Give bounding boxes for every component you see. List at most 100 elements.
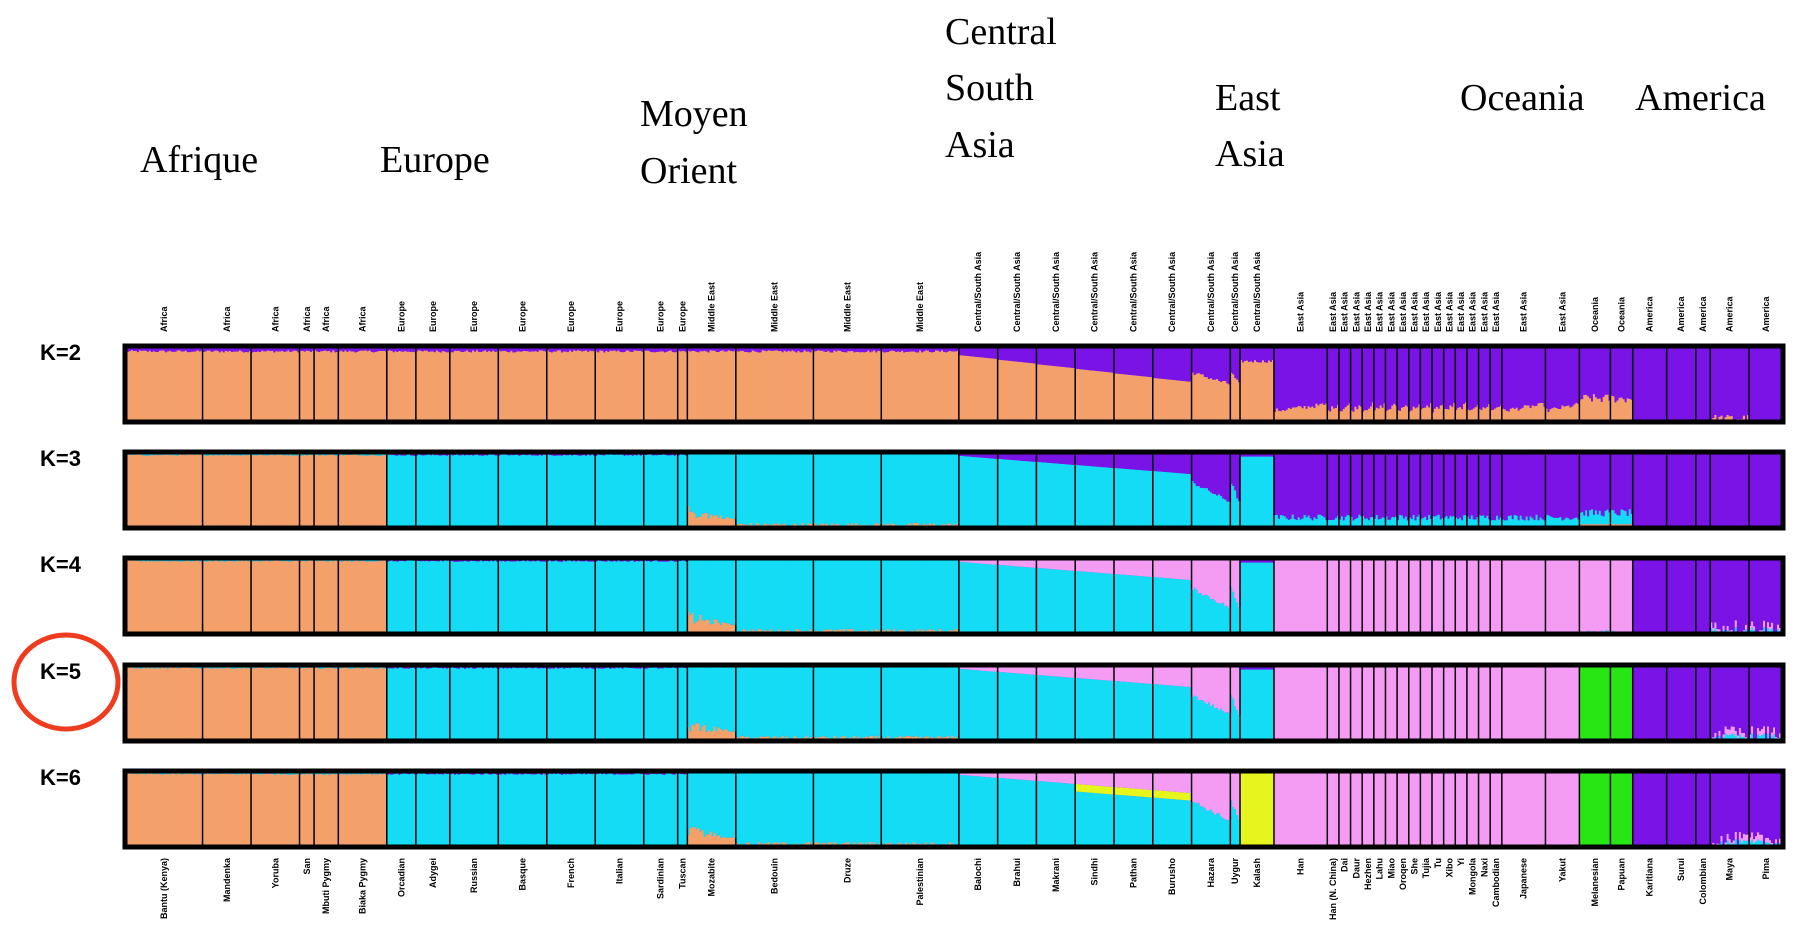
ancestry-bar: [152, 455, 156, 528]
ancestry-bar: [336, 453, 339, 456]
ancestry-bar: [1134, 452, 1137, 470]
ancestry-bar: [1224, 346, 1227, 381]
ancestry-bar: [695, 351, 698, 422]
ancestry-bar: [1071, 346, 1074, 368]
ancestry-bar: [1453, 515, 1456, 528]
ancestry-bar: [1154, 471, 1158, 528]
ancestry-bar: [1244, 456, 1247, 528]
ancestry-bar: [1067, 367, 1070, 422]
ancestry-bar: [238, 350, 242, 422]
ancestry-bar: [813, 346, 816, 352]
ancestry-bar: [1474, 519, 1478, 528]
ancestry-bar: [771, 350, 775, 422]
ancestry-bar: [406, 351, 409, 422]
ancestry-bar: [1358, 405, 1361, 422]
ancestry-bar: [314, 454, 317, 528]
ancestry-bar: [1220, 381, 1223, 422]
ancestry-bar: [1344, 346, 1348, 408]
ancestry-bar: [907, 351, 910, 422]
ancestry-bar: [1371, 346, 1375, 403]
ancestry-bar: [1529, 516, 1532, 528]
ancestry-bar: [641, 352, 645, 422]
ancestry-bar: [372, 346, 376, 353]
ancestry-bar: [1234, 346, 1237, 379]
ancestry-bar: [575, 454, 578, 528]
ancestry-bar: [925, 350, 928, 422]
ancestry-bar: [757, 352, 761, 422]
ancestry-bar: [220, 351, 224, 422]
ancestry-bar: [303, 351, 307, 422]
ancestry-bar: [805, 351, 808, 422]
ancestry-bar: [1124, 452, 1127, 469]
ancestry-bar: [909, 346, 912, 352]
ancestry-bar: [362, 350, 365, 422]
ancestry-bar: [837, 454, 840, 524]
top-region-tick-label: Middle East: [770, 282, 780, 332]
ancestry-bar: [975, 457, 978, 528]
ancestry-bar: [1016, 361, 1019, 422]
ancestry-bar: [1395, 346, 1398, 406]
ancestry-bar: [1393, 517, 1396, 528]
ancestry-bar: [1256, 456, 1259, 528]
ancestry-bar: [597, 454, 600, 528]
ancestry-bar: [261, 350, 264, 422]
ancestry-bar: [1501, 519, 1505, 528]
ancestry-bar: [950, 454, 954, 527]
ancestry-bar: [673, 346, 677, 353]
ancestry-bar: [1030, 452, 1033, 462]
ancestry-bar: [975, 356, 978, 422]
ancestry-bar: [459, 455, 463, 528]
ancestry-bar: [554, 346, 558, 352]
ancestry-bar: [667, 455, 671, 528]
ancestry-bar: [498, 350, 501, 422]
ancestry-bar: [168, 455, 172, 528]
ancestry-bar: [384, 346, 388, 352]
ancestry-bar: [1389, 519, 1392, 528]
ancestry-bar: [1259, 456, 1263, 528]
ancestry-bar: [595, 351, 598, 422]
ancestry-bar: [1203, 346, 1207, 377]
ancestry-bar: [1181, 380, 1184, 422]
ancestry-bar: [1424, 346, 1427, 408]
ancestry-bar: [222, 346, 226, 353]
ancestry-bar: [1256, 361, 1259, 422]
ancestry-bar: [1169, 379, 1172, 422]
ancestry-bar: [1040, 452, 1043, 463]
ancestry-bar: [550, 455, 554, 528]
ancestry-bar: [719, 350, 723, 422]
ancestry-bar: [907, 454, 910, 525]
ancestry-bar: [334, 346, 337, 353]
ancestry-bar: [1048, 346, 1052, 366]
ancestry-bar: [1056, 463, 1060, 528]
ancestry-bar: [1406, 520, 1410, 528]
ancestry-bar: [514, 454, 517, 528]
ancestry-bar: [287, 350, 290, 422]
ancestry-bar: [599, 350, 602, 422]
ancestry-bar: [1091, 346, 1094, 371]
ancestry-bar: [1646, 346, 1650, 422]
ancestry-bar: [1140, 452, 1143, 471]
ancestry-bar: [301, 350, 305, 422]
ancestry-bar: [344, 350, 347, 422]
ancestry-bar: [1331, 346, 1334, 407]
population-column: [1694, 346, 1711, 422]
ancestry-bar: [1492, 346, 1495, 410]
ancestry-bar: [1050, 463, 1054, 528]
ancestry-bar: [962, 355, 966, 422]
ancestry-bar: [552, 351, 556, 422]
ancestry-bar: [723, 518, 727, 528]
ancestry-bar: [1463, 452, 1466, 516]
ancestry-bar: [320, 455, 323, 528]
ancestry-bar: [1034, 461, 1037, 528]
ancestry-bar: [1034, 346, 1037, 364]
ancestry-bar: [705, 512, 708, 528]
ancestry-bar: [1128, 469, 1131, 528]
ancestry-bar: [727, 518, 731, 528]
ancestry-bar: [1050, 346, 1054, 366]
ancestry-bar: [394, 351, 397, 422]
ancestry-bar: [388, 454, 392, 528]
ancestry-bar: [665, 455, 669, 528]
ancestry-bar: [1449, 515, 1452, 528]
ancestry-bar: [1158, 346, 1162, 379]
ancestry-bar: [887, 346, 890, 353]
